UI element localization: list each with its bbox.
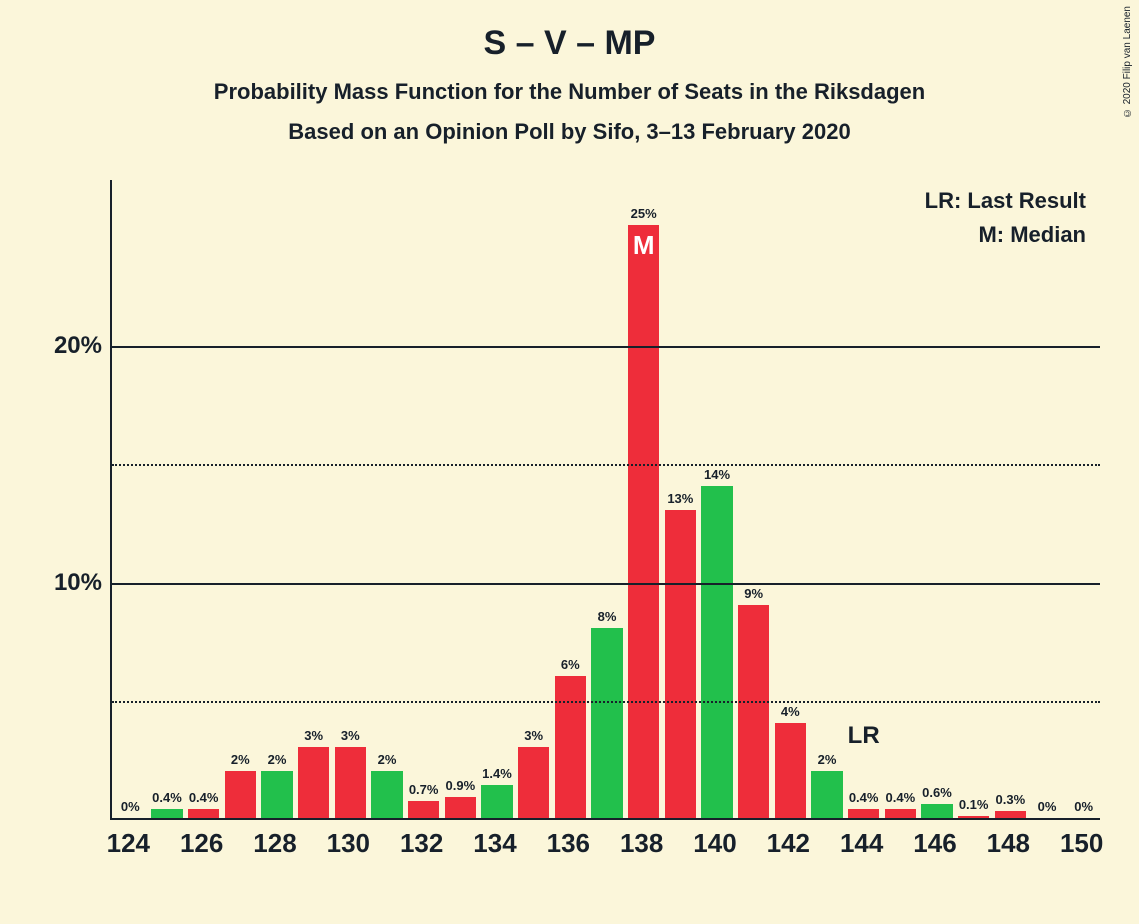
gridline-minor <box>112 701 1100 703</box>
plot-container: 10%20% LR: Last Result M: Median 0%0.4%0… <box>50 180 1110 880</box>
x-tick-label: 126 <box>180 828 223 859</box>
bar <box>775 723 807 818</box>
x-tick-label: 146 <box>913 828 956 859</box>
gridline-minor <box>112 464 1100 466</box>
chart-subtitle-2: Based on an Opinion Poll by Sifo, 3–13 F… <box>0 119 1139 145</box>
gridline-major <box>112 346 1100 348</box>
bar <box>518 747 550 818</box>
x-tick-label: 140 <box>693 828 736 859</box>
bar <box>848 809 880 818</box>
bar-value-label: 14% <box>687 467 747 482</box>
x-tick-label: 138 <box>620 828 663 859</box>
chart-title: S – V – MP <box>0 0 1139 63</box>
bar <box>151 809 183 818</box>
plot-area: LR: Last Result M: Median 0%0.4%0.4%2%2%… <box>110 180 1100 820</box>
bar <box>298 747 330 818</box>
copyright-text: © 2020 Filip van Laenen <box>1122 6 1133 118</box>
bar <box>225 771 257 818</box>
bar <box>445 797 477 818</box>
median-marker: M <box>633 230 655 261</box>
y-tick-label: 20% <box>54 332 102 360</box>
gridline-major <box>112 583 1100 585</box>
y-tick-label: 10% <box>54 569 102 597</box>
bar <box>591 628 623 818</box>
bar-value-label: 9% <box>724 586 784 601</box>
y-axis: 10% 20% <box>50 180 110 820</box>
x-tick-label: 130 <box>327 828 370 859</box>
bar <box>958 816 990 818</box>
bar <box>665 510 697 818</box>
x-tick-label: 142 <box>767 828 810 859</box>
bar <box>701 486 733 818</box>
lr-marker: LR <box>848 722 880 750</box>
x-tick-label: 128 <box>253 828 296 859</box>
x-tick-label: 144 <box>840 828 883 859</box>
x-tick-label: 132 <box>400 828 443 859</box>
x-tick-label: 124 <box>107 828 150 859</box>
bar-value-label: 4% <box>760 704 820 719</box>
chart-subtitle-1: Probability Mass Function for the Number… <box>0 79 1139 105</box>
bar <box>481 785 513 818</box>
bar <box>261 771 293 818</box>
bar-value-label: 2% <box>797 752 857 767</box>
bar-value-label: 2% <box>357 752 417 767</box>
bar <box>628 225 660 818</box>
x-tick-label: 150 <box>1060 828 1103 859</box>
x-tick-label: 148 <box>987 828 1030 859</box>
x-tick-label: 134 <box>473 828 516 859</box>
bar <box>885 809 917 818</box>
bar-value-label: 3% <box>320 728 380 743</box>
bar-value-label: 0% <box>1054 799 1114 814</box>
bars-group: 0%0.4%0.4%2%2%3%3%2%0.7%0.9%1.4%3%6%8%25… <box>112 180 1100 818</box>
bar <box>555 676 587 818</box>
x-tick-label: 136 <box>547 828 590 859</box>
bar <box>408 801 440 818</box>
bar-value-label: 25% <box>614 206 674 221</box>
bar <box>188 809 220 818</box>
